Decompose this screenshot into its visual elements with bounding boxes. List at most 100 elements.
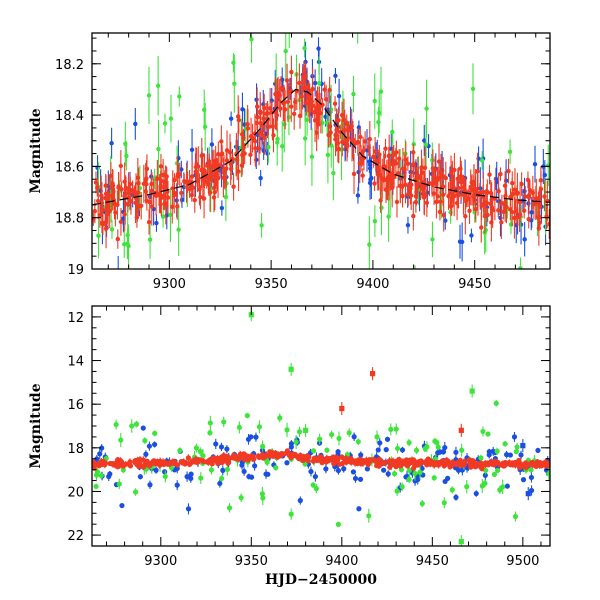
data-point <box>254 97 259 102</box>
data-point <box>342 459 348 465</box>
data-point <box>109 227 115 232</box>
data-point <box>193 169 199 174</box>
data-point <box>285 99 291 104</box>
data-point <box>146 93 152 98</box>
data-point <box>121 279 125 283</box>
data-point <box>532 161 538 167</box>
data-point <box>259 491 266 497</box>
data-point <box>462 458 468 465</box>
data-point <box>135 204 140 209</box>
data-point <box>507 461 513 467</box>
data-point <box>518 462 524 469</box>
data-point <box>120 467 126 473</box>
data-point <box>326 132 331 138</box>
data-point <box>93 483 99 490</box>
data-point <box>386 153 392 158</box>
data-point <box>175 204 180 209</box>
data-point <box>489 220 494 225</box>
data-point <box>419 465 425 472</box>
data-point <box>487 172 492 177</box>
data-point <box>455 191 460 196</box>
data-point <box>423 142 429 147</box>
data-point <box>325 152 331 158</box>
data-point <box>479 225 484 230</box>
data-point <box>249 474 255 480</box>
data-point <box>504 483 510 489</box>
data-point <box>391 158 396 163</box>
data-point <box>128 181 133 187</box>
data-point <box>528 467 534 473</box>
data-point <box>482 472 488 478</box>
data-point <box>140 425 146 431</box>
model-curve <box>92 88 550 206</box>
data-point <box>209 461 215 467</box>
data-point <box>189 174 195 179</box>
data-point <box>365 461 371 468</box>
data-point <box>97 451 103 457</box>
data-point <box>406 467 412 473</box>
data-point <box>232 81 237 86</box>
data-point <box>459 447 465 453</box>
data-point <box>162 469 168 475</box>
data-point <box>253 434 259 440</box>
data-point <box>431 460 437 466</box>
data-point <box>467 459 474 465</box>
data-point <box>202 107 207 112</box>
data-point <box>464 484 470 490</box>
data-point <box>118 163 124 169</box>
data-point <box>143 451 149 457</box>
data-point <box>163 185 168 190</box>
data-point <box>544 463 550 469</box>
data-point <box>207 420 213 426</box>
data-point <box>168 212 173 217</box>
data-point <box>438 170 444 175</box>
data-point <box>376 168 382 174</box>
data-point <box>161 193 166 198</box>
outlier-point <box>288 366 294 372</box>
data-point <box>355 459 361 465</box>
data-point <box>256 424 262 430</box>
data-point <box>336 146 342 152</box>
data-point <box>206 175 212 180</box>
data-point <box>248 152 253 158</box>
y-tick-label: 18.2 <box>55 58 84 73</box>
data-point <box>310 448 317 454</box>
data-point <box>313 486 319 492</box>
data-point <box>431 191 437 196</box>
data-point <box>170 186 175 191</box>
data-point <box>475 169 480 174</box>
data-point <box>226 505 233 511</box>
data-point <box>174 482 180 488</box>
data-point <box>147 199 152 205</box>
data-point <box>231 184 236 189</box>
data-point <box>535 462 541 468</box>
data-point <box>266 124 271 130</box>
data-point <box>119 502 125 509</box>
data-point <box>140 464 147 470</box>
data-point <box>502 441 508 447</box>
data-point <box>267 106 273 111</box>
data-point <box>379 205 384 211</box>
data-point <box>394 488 400 494</box>
data-point <box>235 114 241 119</box>
data-point <box>134 462 140 468</box>
data-point <box>308 468 314 475</box>
data-point <box>303 74 308 80</box>
data-point <box>208 170 213 175</box>
data-point <box>182 179 187 184</box>
data-point <box>526 216 531 222</box>
data-point <box>478 455 484 461</box>
data-point <box>473 490 479 497</box>
data-point <box>449 180 455 186</box>
data-point <box>512 215 517 221</box>
data-point <box>371 154 376 160</box>
data-point <box>352 475 359 482</box>
data-point <box>215 176 221 181</box>
data-point <box>515 191 520 197</box>
data-point <box>123 185 129 191</box>
data-point <box>312 109 317 115</box>
data-point <box>284 427 290 433</box>
data-point <box>236 424 242 431</box>
bottom-panel-marks <box>92 308 550 546</box>
data-point <box>350 469 357 475</box>
